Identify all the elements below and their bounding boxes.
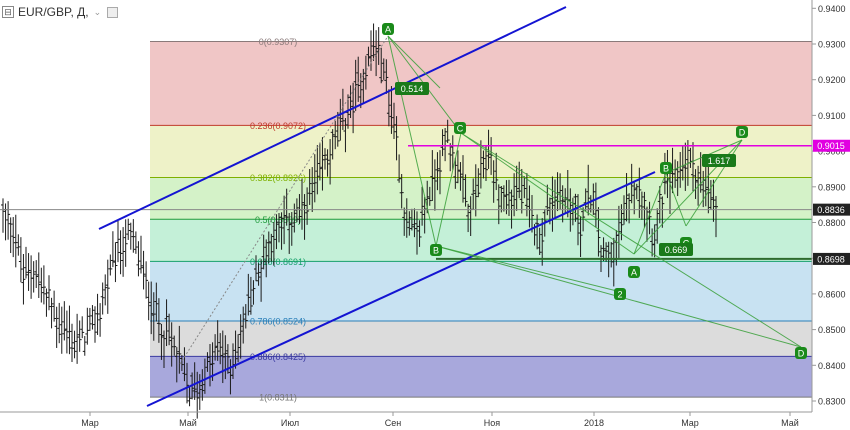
- channel-upper-line: [98, 6, 567, 230]
- price-tag: 0.8698: [813, 252, 850, 265]
- x-tick-label: Мар: [81, 418, 99, 428]
- pattern-point-label: C: [454, 122, 466, 134]
- ratio-box: [702, 154, 736, 167]
- pattern-point-label: A: [382, 23, 394, 35]
- y-tick-label: 0.8500: [818, 325, 846, 335]
- pattern-line: [460, 132, 635, 255]
- ratio-box: [395, 82, 429, 95]
- price-tag: 0.8836: [813, 203, 850, 216]
- y-tick-label: 0.9100: [818, 111, 846, 121]
- x-tick-label: Ноя: [484, 418, 501, 428]
- pattern-point-text: D: [739, 128, 746, 138]
- y-tick-label: 0.8400: [818, 361, 846, 371]
- pattern-point-label: B: [660, 162, 672, 174]
- pattern-point-text: A: [631, 268, 637, 278]
- settings-square-icon[interactable]: [107, 6, 119, 18]
- y-tick-label: 0.8900: [818, 182, 846, 192]
- ratio-label: 1.617: [702, 154, 736, 167]
- ratio-label: 0.669: [659, 243, 693, 256]
- fib-level-label: 0(0.9307): [259, 37, 298, 47]
- fib-level-label: 0.618(0.8691): [250, 257, 306, 267]
- price-tag-text: 0.8836: [817, 205, 845, 215]
- x-tick-label: Мар: [681, 418, 699, 428]
- ratio-text: 0.669: [665, 245, 688, 255]
- pattern-point-text: B: [663, 164, 669, 174]
- pattern-line: [387, 35, 437, 247]
- price-tag-text: 0.9015: [817, 141, 845, 151]
- channel-lower-line: [146, 171, 656, 407]
- fib-anchor-line: [179, 35, 389, 365]
- pattern-line: [387, 35, 441, 89]
- ratio-label: 0.514: [395, 82, 429, 95]
- y-tick-label: 0.8300: [818, 397, 846, 407]
- x-tick-label: Май: [179, 418, 197, 428]
- pattern-point-label: D: [736, 126, 748, 138]
- x-tick-label: Июл: [281, 418, 299, 428]
- pattern-point-label: A: [628, 266, 640, 278]
- pattern-point-box: [614, 288, 626, 300]
- pattern-point-text: B: [433, 246, 439, 256]
- collapse-icon[interactable]: ⊟: [2, 6, 14, 18]
- pattern-point-box: [382, 23, 394, 35]
- fib-level-label: 0.5(0.8809): [255, 215, 301, 225]
- pattern-point-box: [795, 347, 807, 359]
- fib-band: [150, 219, 812, 262]
- pattern-point-box: [660, 162, 672, 174]
- fib-band: [150, 261, 812, 322]
- symbol-title[interactable]: EUR/GBP, Д,: [18, 5, 89, 19]
- y-tick-label: 0.8600: [818, 289, 846, 299]
- y-tick-label: 0.9300: [818, 40, 846, 50]
- pattern-point-box: [454, 122, 466, 134]
- pattern-point-box: [430, 244, 442, 256]
- price-tag: 0.9015: [813, 139, 850, 152]
- fib-band: [150, 356, 812, 398]
- pattern-point-text: 2: [617, 290, 622, 300]
- dropdown-icon[interactable]: ⌄: [93, 6, 102, 17]
- chart-header: ⊟ EUR/GBP, Д, ⌄: [2, 3, 119, 21]
- pattern-point-text: C: [457, 124, 464, 134]
- pattern-line: [435, 132, 462, 247]
- ratio-text: 1.617: [708, 156, 731, 166]
- price-tag-box: [813, 252, 850, 265]
- fib-level-label: 0.786(0.8524): [250, 317, 306, 327]
- pattern-line: [633, 172, 667, 255]
- pattern-point-text: D: [798, 349, 805, 359]
- ratio-box: [659, 243, 693, 256]
- price-tag-box: [813, 203, 850, 216]
- x-tick-label: Май: [781, 418, 799, 428]
- pattern-point-text: A: [385, 25, 391, 35]
- ratio-text: 0.514: [401, 84, 424, 94]
- x-tick-label: Сен: [385, 418, 402, 428]
- pattern-line: [460, 132, 802, 348]
- fib-level-label: 0.236(0.9072): [250, 121, 306, 131]
- y-tick-label: 0.9200: [818, 75, 846, 85]
- pattern-line: [435, 245, 622, 293]
- fib-level-label: 0.886(0.8425): [250, 352, 306, 362]
- x-tick-label: 2018: [584, 418, 604, 428]
- price-tag-box: [813, 139, 850, 152]
- y-tick-label: 0.9400: [818, 4, 846, 14]
- pattern-point-box: [628, 266, 640, 278]
- fib-level-label: 1(0.8311): [259, 393, 297, 403]
- y-tick-label: 0.8800: [818, 218, 846, 228]
- pattern-point-label: D: [795, 347, 807, 359]
- pattern-point-label: 2: [614, 288, 626, 300]
- fib-level-label: 0.382(0.8926): [250, 173, 306, 183]
- fib-band: [150, 321, 812, 357]
- pattern-point-label: B: [430, 244, 442, 256]
- price-tag-text: 0.8698: [817, 254, 845, 264]
- fib-band: [150, 41, 812, 126]
- pattern-line: [665, 172, 687, 227]
- pattern-point-box: [736, 126, 748, 138]
